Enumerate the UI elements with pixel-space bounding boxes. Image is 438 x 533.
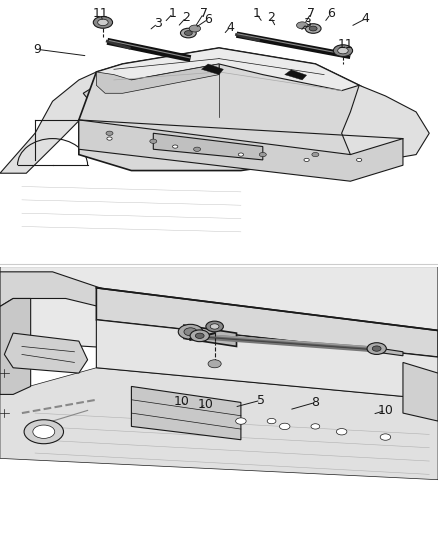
Text: 11: 11: [93, 7, 109, 20]
Circle shape: [173, 145, 178, 148]
Text: 6: 6: [327, 7, 335, 20]
Polygon shape: [403, 362, 438, 421]
Text: 3: 3: [154, 17, 162, 30]
Polygon shape: [0, 272, 131, 314]
Circle shape: [367, 343, 386, 354]
Circle shape: [33, 425, 55, 438]
Text: 5: 5: [257, 394, 265, 407]
Circle shape: [180, 28, 196, 38]
Polygon shape: [79, 120, 403, 181]
Polygon shape: [79, 48, 403, 171]
Circle shape: [93, 17, 113, 28]
Polygon shape: [0, 266, 438, 368]
Polygon shape: [131, 386, 241, 440]
Text: 7: 7: [200, 7, 208, 20]
Polygon shape: [153, 133, 263, 160]
Polygon shape: [96, 48, 359, 91]
Text: 1: 1: [252, 7, 260, 20]
Circle shape: [24, 420, 64, 443]
Text: 3: 3: [303, 18, 311, 30]
Text: 10: 10: [198, 398, 214, 411]
Text: 11: 11: [338, 38, 354, 51]
Circle shape: [206, 321, 223, 332]
Text: 4: 4: [362, 12, 370, 25]
Text: 6: 6: [204, 13, 212, 26]
Text: 2: 2: [182, 11, 190, 24]
Text: 8: 8: [311, 396, 319, 409]
Circle shape: [336, 429, 347, 435]
Text: 1: 1: [169, 7, 177, 20]
Text: 2: 2: [267, 11, 275, 24]
Polygon shape: [96, 288, 438, 357]
Circle shape: [380, 434, 391, 440]
Circle shape: [189, 25, 201, 32]
Circle shape: [338, 47, 348, 54]
Text: 7: 7: [307, 7, 315, 20]
Circle shape: [236, 418, 246, 424]
Circle shape: [305, 23, 321, 33]
Polygon shape: [83, 85, 123, 107]
Polygon shape: [0, 298, 31, 394]
Text: 10: 10: [174, 394, 190, 408]
Circle shape: [178, 324, 203, 339]
Circle shape: [184, 30, 192, 36]
Text: 9: 9: [33, 43, 41, 56]
Polygon shape: [201, 64, 223, 75]
Polygon shape: [0, 72, 114, 173]
Circle shape: [106, 131, 113, 135]
Circle shape: [107, 137, 112, 140]
Polygon shape: [96, 320, 438, 400]
Circle shape: [267, 418, 276, 424]
Circle shape: [150, 139, 157, 143]
Polygon shape: [342, 85, 429, 160]
Text: 4: 4: [226, 21, 234, 34]
Circle shape: [195, 333, 204, 338]
Text: 10: 10: [378, 404, 393, 417]
Circle shape: [372, 346, 381, 351]
Polygon shape: [4, 333, 88, 373]
Circle shape: [184, 328, 197, 336]
Circle shape: [238, 153, 244, 156]
Circle shape: [208, 360, 221, 368]
Polygon shape: [0, 368, 438, 480]
Circle shape: [304, 158, 309, 161]
Circle shape: [194, 147, 201, 151]
Circle shape: [309, 26, 317, 31]
Circle shape: [311, 424, 320, 429]
Polygon shape: [285, 70, 307, 80]
Circle shape: [333, 45, 353, 56]
Polygon shape: [368, 346, 403, 356]
Circle shape: [357, 158, 362, 161]
Circle shape: [259, 152, 266, 157]
Polygon shape: [96, 64, 219, 93]
Circle shape: [210, 324, 219, 329]
Circle shape: [297, 22, 308, 29]
Polygon shape: [184, 325, 237, 346]
Circle shape: [190, 330, 209, 342]
Circle shape: [98, 19, 108, 26]
Circle shape: [312, 152, 319, 157]
Circle shape: [279, 423, 290, 430]
